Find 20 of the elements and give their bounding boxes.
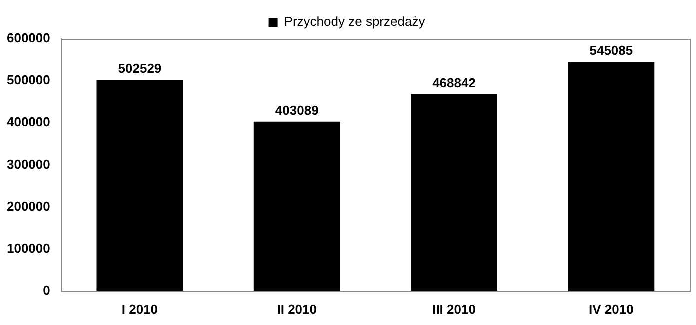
y-tick-label: 0 [43,282,50,298]
data-label: 545085 [590,43,634,58]
legend-label: Przychody ze sprzedaży [284,14,426,30]
y-tick-label: 200000 [6,198,50,214]
y-tick-label: 300000 [6,156,50,172]
bar [411,94,498,292]
x-tick-label: I 2010 [122,302,158,317]
y-tick-label: 100000 [6,240,50,256]
data-label: 468842 [432,75,476,90]
bar [96,80,184,292]
y-tick-label: 600000 [6,30,50,46]
y-tick-label: 500000 [6,72,50,88]
x-tick-label: II 2010 [277,302,317,317]
y-tick-label: 400000 [6,114,50,130]
data-label: 502529 [118,61,162,76]
bar [568,62,655,292]
bar [254,122,340,292]
data-label: 403089 [275,102,319,118]
x-tick-label: IV 2010 [589,302,634,317]
x-tick-label: III 2010 [432,302,476,317]
